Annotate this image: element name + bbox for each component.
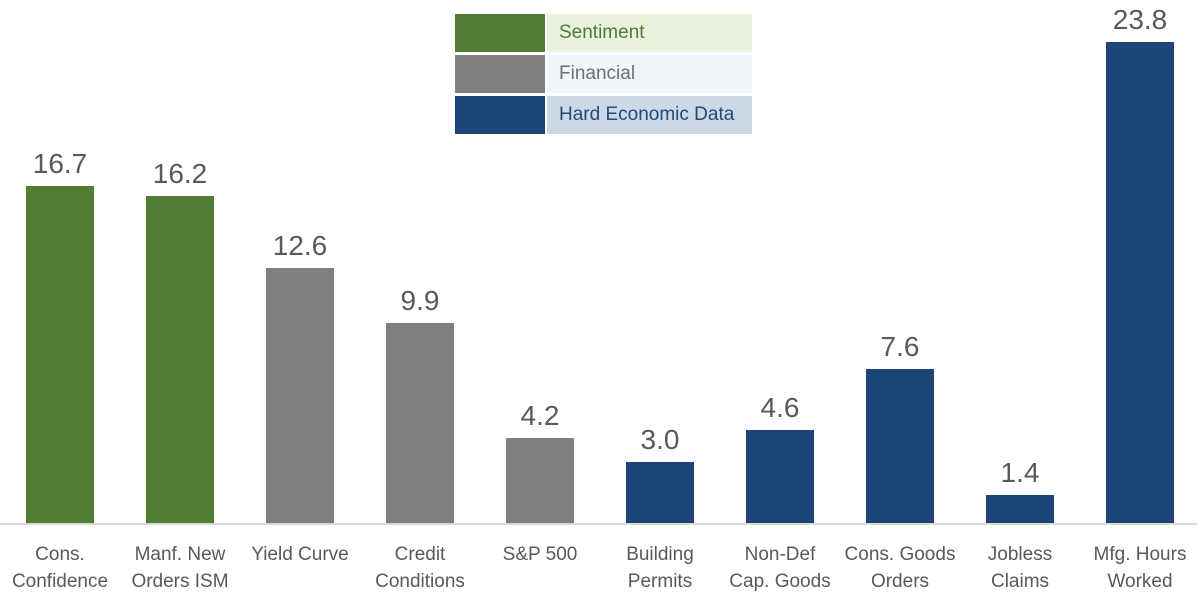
legend: Sentiment Financial Hard Economic Data (455, 14, 752, 134)
legend-label: Hard Economic Data (547, 96, 752, 134)
bar-column: 23.8 (1080, 6, 1200, 523)
plot-area: 16.7 16.2 12.6 9.9 4.2 3.0 4.6 7.6 1.4 23.8 (0, 6, 1200, 523)
bar-column: 3.0 (600, 426, 720, 523)
legend-row-financial: Financial (455, 55, 752, 93)
bar (26, 185, 94, 523)
legend-label: Financial (547, 55, 752, 93)
category-axis: Cons. Confidence Manf. New Orders ISM Yield … (0, 541, 1200, 595)
x-axis-baseline (0, 523, 1197, 525)
bar (386, 322, 454, 523)
bar-column: 4.6 (720, 394, 840, 523)
legend-swatch (455, 55, 545, 93)
bar (866, 369, 934, 523)
bar-value-label: 16.2 (152, 157, 208, 189)
bar-value-label: 23.8 (1112, 4, 1168, 35)
legend-swatch (455, 96, 545, 134)
bar (746, 430, 814, 523)
bar-column: 9.9 (360, 284, 480, 523)
bar-value-label: 4.6 (760, 392, 800, 423)
bar-column: 1.4 (960, 456, 1080, 523)
category-label: Jobless Claims (987, 544, 1053, 592)
category-label: Building Permits (626, 544, 694, 592)
bar-value-label: 1.4 (1000, 456, 1040, 488)
category-label: Non-Def Cap. Goods (729, 544, 831, 592)
category-label: Cons. Confidence (11, 544, 109, 592)
bar (266, 268, 334, 523)
bar-column: 7.6 (840, 333, 960, 523)
category-label: Cons. Goods Orders (844, 544, 956, 592)
category-label: Credit Conditions (375, 544, 465, 592)
category-label: Mfg. Hours Worked (1093, 544, 1187, 592)
category-label: S&P 500 (502, 544, 578, 565)
category-label: Yield Curve (251, 544, 349, 565)
legend-label: Sentiment (547, 14, 752, 52)
bar-value-label: 16.7 (32, 147, 88, 179)
bar (146, 195, 214, 523)
legend-swatch (455, 14, 545, 52)
bar (986, 494, 1054, 523)
category-label: Manf. New Orders ISM (131, 544, 229, 592)
bar (1106, 42, 1174, 523)
bar-column: 16.2 (120, 157, 240, 523)
bar-column: 4.2 (480, 402, 600, 523)
bar-value-label: 12.6 (272, 230, 328, 262)
bar (626, 462, 694, 523)
bar-column: 16.7 (0, 147, 120, 523)
bar-column: 12.6 (240, 232, 360, 523)
bar (506, 438, 574, 523)
bar-value-label: 4.2 (520, 400, 560, 432)
legend-row-hard-economic-data: Hard Economic Data (455, 96, 752, 134)
bar-value-label: 7.6 (880, 331, 920, 363)
legend-row-sentiment: Sentiment (455, 14, 752, 52)
bar-value-label: 9.9 (400, 284, 440, 316)
bar-value-label: 3.0 (640, 424, 680, 456)
